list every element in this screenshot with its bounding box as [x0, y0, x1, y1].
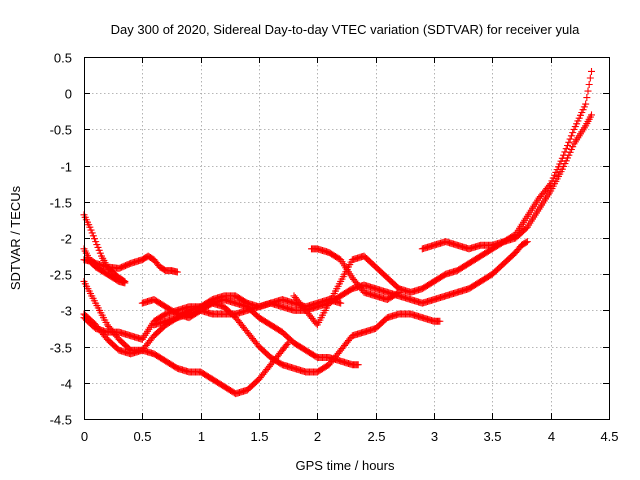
data-point-marker	[588, 67, 595, 75]
x-axis-label: GPS time / hours	[296, 458, 395, 473]
data-point-marker	[93, 241, 101, 249]
x-tick-label: 1	[198, 429, 205, 444]
grid-lines	[84, 57, 609, 419]
data-point-marker	[566, 135, 574, 143]
data-point-marker	[173, 268, 181, 276]
axis-ticks: 0 0.5 1 1.5 2 2.5 3 3.5 4 4.5 0.5 0 -0.5 -1 -1.5 -2 -2.5…	[50, 51, 619, 445]
y-tick-label: -1	[60, 160, 72, 175]
y-tick-label: -4	[60, 377, 72, 392]
y-axis-label: SDTVAR / TECUs	[8, 185, 23, 290]
series-track-8	[150, 238, 531, 329]
data-point-marker	[583, 94, 591, 102]
data-point-marker	[562, 145, 570, 153]
y-tick-label: 0.5	[54, 51, 72, 66]
data-point-marker	[91, 235, 98, 243]
y-tick-label: 0	[65, 87, 72, 102]
data-point-marker	[337, 299, 345, 307]
y-tick-label: -3.5	[50, 341, 72, 356]
series-track-11	[418, 67, 595, 253]
x-tick-label: 2	[314, 429, 321, 444]
data-point-marker	[395, 288, 403, 296]
data-point-marker	[584, 87, 592, 95]
data-series	[80, 67, 595, 398]
x-tick-label: 2.5	[367, 429, 385, 444]
y-tick-label: -4.5	[50, 413, 72, 428]
x-tick-label: 0	[81, 429, 88, 444]
x-tick-label: 3	[431, 429, 438, 444]
y-tick-label: -1.5	[50, 196, 72, 211]
data-point-marker	[89, 232, 97, 240]
data-point-marker	[564, 141, 572, 149]
series-track-2	[80, 245, 181, 276]
series-track-10	[308, 245, 403, 304]
y-tick-label: -2	[60, 232, 72, 247]
data-point-marker	[283, 340, 291, 348]
data-point-marker	[436, 317, 444, 325]
data-point-marker	[394, 289, 402, 297]
data-point-marker	[560, 151, 568, 159]
y-tick-label: -0.5	[50, 123, 72, 138]
series-track-4	[80, 277, 292, 398]
y-tick-label: -2.5	[50, 268, 72, 283]
series-track-3	[80, 256, 129, 287]
data-point-marker	[88, 229, 96, 237]
data-point-marker	[561, 148, 569, 156]
y-tick-label: -3	[60, 304, 72, 319]
x-tick-label: 4.5	[600, 429, 618, 444]
data-point-marker	[87, 226, 95, 234]
data-point-marker	[86, 223, 94, 231]
chart-title: Day 300 of 2020, Sidereal Day-to-day VTE…	[111, 22, 580, 37]
data-point-marker	[121, 279, 129, 287]
x-tick-label: 0.5	[133, 429, 151, 444]
data-point-marker	[586, 74, 594, 82]
data-point-marker	[588, 111, 595, 119]
data-point-marker	[95, 246, 103, 254]
data-point-marker	[354, 361, 362, 369]
data-point-marker	[94, 243, 102, 251]
data-point-marker	[565, 138, 573, 146]
data-point-marker	[585, 81, 593, 89]
data-point-marker	[523, 238, 531, 246]
data-point-marker	[567, 132, 575, 140]
data-point-marker	[558, 154, 566, 162]
data-point-marker	[96, 249, 104, 257]
data-point-marker	[522, 238, 530, 246]
data-point-marker	[569, 129, 577, 137]
x-tick-label: 1.5	[250, 429, 268, 444]
data-point-marker	[545, 181, 553, 189]
data-point-marker	[92, 238, 100, 246]
x-tick-label: 3.5	[483, 429, 501, 444]
x-tick-label: 4	[548, 429, 555, 444]
data-point-marker	[582, 100, 590, 108]
